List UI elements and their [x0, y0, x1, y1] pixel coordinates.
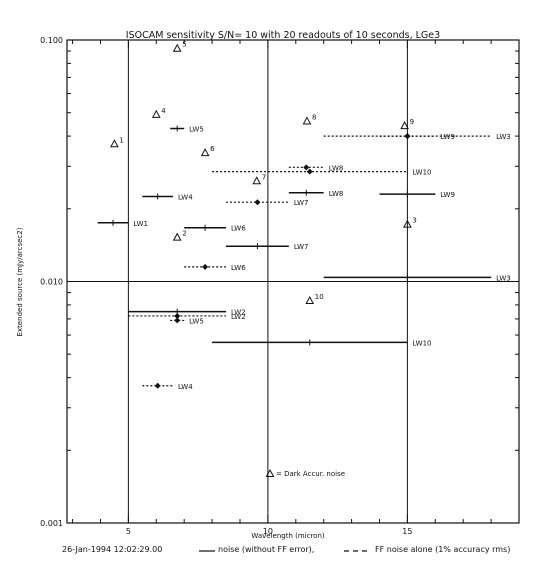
ff-label: LW10 — [412, 169, 431, 177]
legend-triangle-label: = Dark Accur. noise — [276, 470, 345, 478]
noise-label: LW5 — [189, 126, 204, 134]
dark-noise-label: 1 — [119, 136, 123, 144]
ff-diamond-marker — [303, 164, 310, 171]
legend-dashed-swatch — [344, 550, 370, 552]
dark-noise-triangle — [403, 219, 412, 228]
dark-noise-triangle — [110, 139, 119, 148]
dark-noise-label: 8 — [312, 113, 316, 121]
ff-label: LW2 — [231, 313, 246, 321]
dark-noise-label: 4 — [161, 107, 166, 115]
y-tick-label: 0.010 — [40, 278, 63, 287]
noise-label: LW6 — [231, 225, 246, 233]
noise-label: LW4 — [178, 193, 193, 201]
noise-label: LW9 — [440, 191, 455, 199]
ff-diamond-marker — [174, 317, 181, 324]
ff-label: LW6 — [231, 264, 246, 272]
ff-label: LW8 — [329, 164, 344, 172]
x-tick-label: 5 — [126, 527, 131, 536]
ff-diamond-marker — [174, 312, 181, 319]
dark-noise-triangle — [400, 121, 409, 130]
dark-noise-triangle — [172, 43, 182, 52]
x-axis-label: Wavelength (micron) — [251, 532, 325, 540]
ff-label: LW5 — [189, 317, 204, 325]
dark-noise-triangle — [252, 176, 262, 185]
noise-label: LW10 — [412, 339, 431, 347]
y-tick-label: 0.001 — [40, 519, 63, 528]
y-tick-label: 0.100 — [40, 36, 63, 45]
dark-noise-label: 9 — [410, 118, 414, 126]
noise-label: LW1 — [133, 220, 148, 228]
ff-label: LW3 — [496, 133, 511, 141]
x-tick-label: 10 — [263, 527, 273, 536]
noise-label: LW3 — [496, 274, 511, 282]
dark-noise-label: 7 — [262, 173, 266, 181]
ff-label: LW7 — [294, 199, 309, 207]
noise-label: LW2 — [231, 309, 246, 317]
legend-triangle-marker — [265, 468, 275, 477]
dark-noise-label: 6 — [210, 145, 215, 153]
dark-noise-label: 2 — [182, 230, 186, 238]
noise-label: LW7 — [294, 243, 309, 251]
dark-noise-triangle — [151, 109, 161, 118]
dark-noise-label: 10 — [315, 293, 324, 301]
ff-diamond-marker — [306, 168, 313, 175]
dark-noise-triangle — [172, 232, 182, 241]
x-tick-label: 15 — [402, 527, 412, 536]
dark-noise-label: 5 — [182, 41, 186, 49]
ff-diamond-marker — [404, 133, 411, 140]
ff-label: LW9 — [440, 133, 455, 141]
legend-solid-label: noise (without FF error), — [218, 545, 315, 554]
y-axis-label: Extended source (mJy/arcsec2) — [16, 227, 24, 336]
ff-diamond-marker — [202, 263, 209, 270]
legend-solid-swatch — [199, 550, 215, 552]
ff-label: LW4 — [178, 383, 193, 391]
ff-diamond-marker — [154, 382, 161, 389]
dark-noise-triangle — [305, 295, 315, 305]
dark-noise-triangle — [302, 116, 312, 125]
chart-title: ISOCAM sensitivity S/N= 10 with 20 reado… — [126, 30, 440, 41]
dark-noise-label: 3 — [412, 217, 416, 225]
ff-diamond-marker — [254, 199, 261, 206]
legend-dashed-label: FF noise alone (1% accuracy rms) — [375, 545, 511, 554]
dark-noise-triangle — [200, 148, 210, 157]
timestamp: 26-Jan-1994 12:02:29.00 — [62, 545, 163, 554]
noise-label: LW8 — [329, 190, 344, 198]
